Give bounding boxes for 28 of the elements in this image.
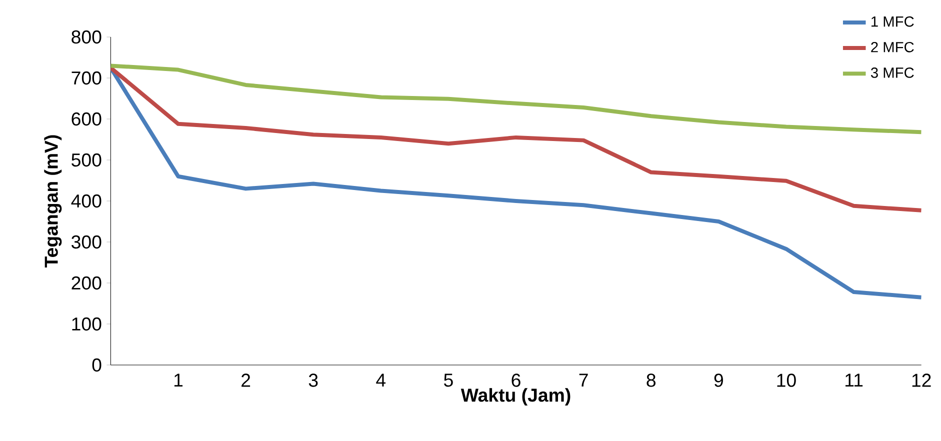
y-tick-label: 700 xyxy=(72,71,102,85)
y-tick-label: 800 xyxy=(72,30,102,44)
y-axis-title: Tegangan (mV) xyxy=(44,135,62,268)
x-tick-label: 12 xyxy=(912,374,931,387)
x-tick-label: 5 xyxy=(444,374,453,387)
legend-label: 1 MFC xyxy=(872,16,914,27)
y-tick-label: 100 xyxy=(72,317,102,331)
y-tick-label: 0 xyxy=(92,358,102,372)
x-tick-label: 1 xyxy=(174,374,183,387)
y-tick-label: 300 xyxy=(72,235,102,249)
y-tick-label: 200 xyxy=(72,276,102,290)
x-tick-label: 9 xyxy=(714,374,723,387)
y-tick-label: 400 xyxy=(71,194,102,208)
x-axis-title: Waktu (Jam) xyxy=(460,388,570,406)
x-tick-label: 8 xyxy=(646,374,656,387)
y-tick-label: 600 xyxy=(72,112,102,126)
x-tick-label: 11 xyxy=(846,374,863,387)
legend-label: 3 MFC xyxy=(870,68,914,78)
x-tick-label: 6 xyxy=(512,374,520,387)
line-series xyxy=(110,66,922,212)
y-tick-label: 500 xyxy=(72,153,102,167)
x-tick-label: 4 xyxy=(376,374,386,387)
line-series xyxy=(110,64,922,134)
x-tick-label: 10 xyxy=(777,374,796,387)
x-tick-label: 7 xyxy=(579,374,588,387)
x-tick-label: 2 xyxy=(242,374,250,387)
legend-label: 2 MFC xyxy=(871,42,914,52)
x-tick-label: 3 xyxy=(308,374,318,387)
